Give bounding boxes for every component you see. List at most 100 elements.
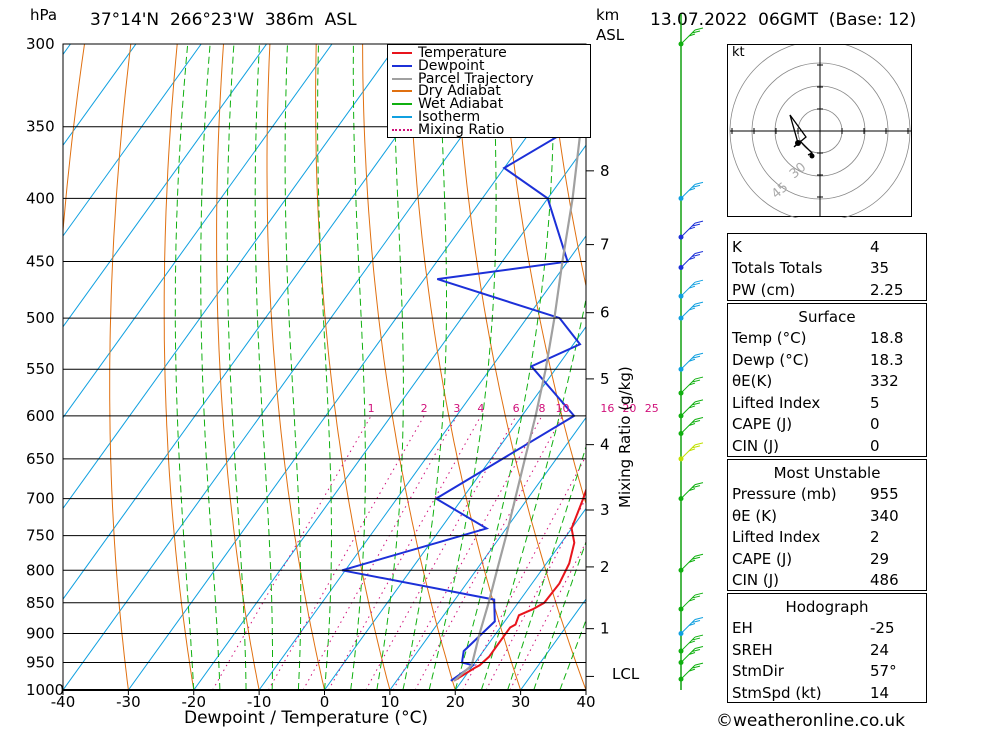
hodograph-trace xyxy=(789,114,814,156)
table-row: Pressure (mb) 955 xyxy=(728,484,926,506)
isotherm-line xyxy=(63,44,202,237)
lcl-label: LCL xyxy=(612,665,640,683)
stat-label: SREH xyxy=(732,640,773,659)
stat-label: CAPE (J) xyxy=(732,415,793,434)
legend-label: Dewpoint xyxy=(418,57,485,74)
wet-adiabat-line xyxy=(559,618,586,690)
wind-barb xyxy=(680,662,704,680)
hodograph-stats-box: Hodograph EH -25 SREH 24 StmDir 57° StmSpd (kt)… xyxy=(727,593,927,703)
table-row: StmSpd (kt) 14 xyxy=(728,682,926,704)
pressure-tick-label: 1000 xyxy=(26,681,64,699)
stat-label: PW (cm) xyxy=(732,280,796,299)
pressure-tick-label: 350 xyxy=(26,118,55,136)
surface-box: Surface Temp (°C) 18.8 Dewp (°C) 18.3 θE(K) 33… xyxy=(727,303,927,457)
dry-adiabat-line xyxy=(216,44,260,690)
stat-value: 0 xyxy=(870,436,880,455)
wet-adiabat-line xyxy=(174,44,195,690)
pressure-tick-label: 450 xyxy=(26,253,55,271)
stat-value: 24 xyxy=(870,640,890,659)
legend-label: Mixing Ratio xyxy=(418,121,505,138)
isotherm-line xyxy=(324,325,586,690)
pressure-tick-label: 400 xyxy=(26,189,55,207)
mixing-ratio-label: 8 xyxy=(538,402,545,415)
datetime-title: 13.07.2022 06GMT (Base: 12) xyxy=(650,10,917,30)
mixing-ratio-label: 16 xyxy=(600,402,614,415)
pressure-unit: hPa xyxy=(30,6,58,24)
wet-adiabat-line xyxy=(507,444,586,690)
hodograph-stats-table: Hodograph EH -25 SREH 24 StmDir 57° StmSpd (kt)… xyxy=(728,596,926,704)
series-parcel-trajectory xyxy=(453,44,586,682)
pressure-tick-label: 500 xyxy=(26,309,55,327)
legend-swatch xyxy=(392,77,412,80)
legend-label: Wet Adiabat xyxy=(418,96,504,113)
temperature-tick-label: 10 xyxy=(380,693,399,711)
mixing-ratio-label: 20 xyxy=(622,402,636,415)
height-tick-label: 3 xyxy=(600,501,610,519)
table-row: Temp (°C) 18.8 xyxy=(728,328,926,350)
km-unit: km xyxy=(596,6,620,24)
legend-label: Parcel Trajectory xyxy=(418,70,534,87)
stat-value: 955 xyxy=(870,485,899,504)
wind-barb xyxy=(680,27,704,45)
stat-label: EH xyxy=(732,619,753,638)
isotherm-line xyxy=(63,44,333,419)
stat-label: Lifted Index xyxy=(732,393,821,412)
table-row: CAPE (J) 0 xyxy=(728,414,926,436)
wind-barb xyxy=(680,279,704,297)
dry-adiabat-line xyxy=(315,44,391,690)
plot-frame xyxy=(62,43,587,691)
wind-barb xyxy=(680,616,704,634)
table-section-title: Most Unstable xyxy=(728,462,926,484)
legend-item: Parcel Trajectory xyxy=(392,70,534,87)
isotherm-line xyxy=(63,44,268,328)
stat-value: 2.25 xyxy=(870,280,904,299)
table-section-title: Hodograph xyxy=(728,596,926,618)
stat-label: Totals Totals xyxy=(732,259,823,278)
dry-adiabat-line xyxy=(163,44,195,690)
wind-barb xyxy=(680,482,704,499)
table-row: Lifted Index 2 xyxy=(728,527,926,549)
mixing-ratio-label: 1 xyxy=(368,402,375,415)
hodograph-panel: kt 30 45 xyxy=(727,44,912,218)
legend-swatch xyxy=(392,128,412,131)
legend-item: Mixing Ratio xyxy=(392,121,505,138)
mixing-ratio-line xyxy=(328,415,482,690)
stat-value: -25 xyxy=(870,619,895,638)
section-title-text: Most Unstable xyxy=(773,463,881,482)
dry-adiabat-line xyxy=(547,44,586,289)
mixing-ratio-label: 6 xyxy=(513,402,520,415)
height-tick-label: 8 xyxy=(600,162,610,180)
temperature-tick-label: 30 xyxy=(511,693,530,711)
mixing-ratio-line xyxy=(392,415,543,690)
section-title-text: Surface xyxy=(798,307,856,326)
mixing-ratio-label: 2 xyxy=(421,402,428,415)
pressure-tick-label: 300 xyxy=(26,35,55,53)
table-row: Lifted Index 5 xyxy=(728,392,926,414)
hodograph-storm-marker xyxy=(795,140,801,146)
wind-barb xyxy=(680,645,704,663)
mixing-ratio-label: 25 xyxy=(645,402,659,415)
height-tick-label: 7 xyxy=(600,236,610,254)
isotherm-line xyxy=(63,44,464,601)
wet-adiabat-line xyxy=(200,44,221,690)
stat-label: StmSpd (kt) xyxy=(732,683,822,702)
wet-adiabat-line xyxy=(376,44,404,690)
pressure-tick-label: 900 xyxy=(26,624,55,642)
wind-barb xyxy=(680,376,704,394)
wind-barb xyxy=(680,553,704,571)
isotherm-line xyxy=(0,44,5,690)
isotherm-line xyxy=(63,44,529,690)
stat-value: 14 xyxy=(870,683,890,702)
stat-label: StmDir xyxy=(732,662,784,681)
legend-swatch xyxy=(392,64,412,67)
section-title-text: Hodograph xyxy=(785,597,869,616)
legend-swatch xyxy=(392,103,412,106)
dry-adiabat-line xyxy=(63,44,85,690)
stat-label: CAPE (J) xyxy=(732,549,793,568)
table-row: θE(K) 332 xyxy=(728,371,926,393)
copyright: ©weatheronline.co.uk xyxy=(716,711,906,731)
stat-value: 57° xyxy=(870,662,897,681)
temperature-tick-label: 40 xyxy=(576,693,595,711)
wind-barb xyxy=(680,352,704,370)
legend-label: Temperature xyxy=(418,45,507,61)
